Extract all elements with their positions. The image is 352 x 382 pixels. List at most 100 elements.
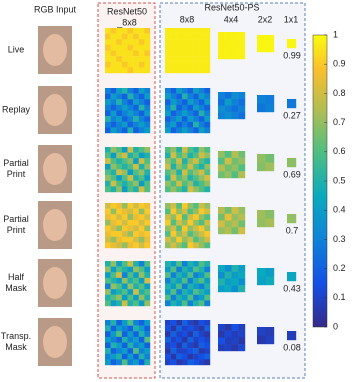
heatmap-cell: [193, 67, 199, 74]
heatmap-cell: [144, 50, 151, 57]
heatmap-cell: [187, 325, 194, 332]
heatmap-cell: [165, 214, 171, 221]
heatmap-cell: [116, 348, 123, 354]
heatmap-cell: [238, 220, 246, 228]
heatmap-cell: [193, 169, 199, 176]
heatmap-cell: [133, 104, 139, 111]
heatmap-cell: [133, 236, 139, 243]
heatmap-cell: [127, 28, 134, 34]
heatmap-cell: [138, 277, 145, 284]
heatmap-cell: [144, 169, 151, 176]
heatmap-cell: [176, 266, 183, 273]
heatmap-cell: [121, 294, 128, 301]
heatmap-cell: [144, 44, 151, 51]
heatmap-cell: [144, 203, 151, 209]
heatmap-cell: [176, 28, 183, 34]
heatmap-cell: [165, 320, 171, 326]
heatmap-cell: [116, 277, 123, 284]
heatmap-cell: [181, 186, 188, 193]
heatmap-cell: [231, 52, 239, 60]
heatmap-cell: [176, 175, 183, 181]
heatmap-cell: [138, 331, 145, 338]
scale-label: 2x2: [258, 14, 273, 24]
heatmap-cell: [127, 180, 134, 187]
heatmap-cell: [121, 219, 128, 226]
heatmap-cell: [265, 276, 275, 286]
heatmap-cell: [127, 283, 134, 290]
heatmap-cell: [170, 175, 177, 181]
heatmap-cell: [181, 163, 188, 170]
heatmap-cell: [121, 110, 128, 117]
heatmap-cell: [193, 266, 199, 273]
heatmap-cell: [165, 236, 171, 243]
heatmap-cell: [144, 266, 151, 273]
heatmap-cell: [165, 121, 171, 128]
heatmap-cell: [187, 180, 194, 187]
heatmap-cell: [231, 45, 239, 53]
heatmap-cell: [138, 294, 145, 301]
heatmap-cell: [138, 261, 145, 267]
heatmap-cell: [127, 99, 134, 106]
heatmap-cell: [204, 39, 211, 46]
heatmap-cell: [181, 152, 188, 159]
heatmap-cell: [204, 127, 211, 134]
heatmap-cell: [198, 325, 205, 332]
heatmap-cell: [127, 39, 134, 46]
heatmap-cell: [121, 67, 128, 74]
face: [43, 153, 67, 185]
heatmap-cell: [193, 39, 199, 46]
heatmap-cell: [105, 169, 111, 176]
heatmap-cell: [144, 261, 151, 267]
heatmap-cell: [198, 353, 205, 360]
heatmap-cell: [181, 33, 188, 40]
heatmap-cell: [193, 175, 199, 181]
heatmap-cell: [193, 219, 199, 226]
heatmap-cell: [218, 330, 225, 338]
row-label: Mask: [5, 283, 27, 293]
heatmap-cell: [224, 45, 232, 53]
heatmap-cell: [170, 266, 177, 273]
heatmap-cell: [265, 268, 275, 277]
heatmap-cell: [133, 127, 139, 134]
heatmap-cell: [193, 158, 199, 165]
heatmap-cell: [218, 324, 225, 331]
heatmap-cell: [176, 236, 183, 243]
heatmap-cell: [127, 272, 134, 279]
heatmap-cell: [218, 164, 225, 172]
heatmap-cell: [105, 242, 111, 249]
heatmap-cell: [105, 116, 111, 122]
heatmap-cell: [105, 294, 111, 301]
heatmap-cell: [144, 277, 151, 284]
heatmap-cell: [176, 169, 183, 176]
heatmap-cell: [181, 294, 188, 301]
heatmap-cell: [204, 180, 211, 187]
heatmap-cell: [170, 127, 177, 134]
heatmap-cell: [187, 175, 194, 181]
heatmap-cell: [204, 104, 211, 111]
heatmap-cell: [204, 121, 211, 128]
heatmap-cell: [218, 213, 225, 221]
heatmap-cell: [110, 121, 117, 128]
heatmap-cell: [105, 261, 111, 267]
heatmap-cell: [144, 33, 151, 40]
heatmap-cell: [165, 342, 171, 349]
heatmap-cell: [133, 99, 139, 106]
heatmap-cell: [144, 175, 151, 181]
heatmap-cell: [138, 67, 145, 74]
heatmap-cell: [204, 236, 211, 243]
heatmap-cell: [127, 44, 134, 51]
heatmap-cell: [110, 169, 117, 176]
heatmap-cell: [193, 88, 199, 94]
heatmap-cell: [133, 325, 139, 332]
heatmap-cell: [218, 157, 225, 165]
heatmap-cell: [127, 158, 134, 165]
heatmap-cell: [198, 39, 205, 46]
colorbar-tick-label: 0.9: [333, 59, 346, 69]
heatmap-cell: [187, 127, 194, 134]
heatmap-cell: [105, 320, 111, 326]
heatmap-cell: [176, 261, 183, 267]
heatmap-cell: [181, 283, 188, 290]
heatmap-cell: [105, 208, 111, 215]
heatmap-cell: [204, 272, 211, 279]
heatmap-cell: [176, 44, 183, 51]
